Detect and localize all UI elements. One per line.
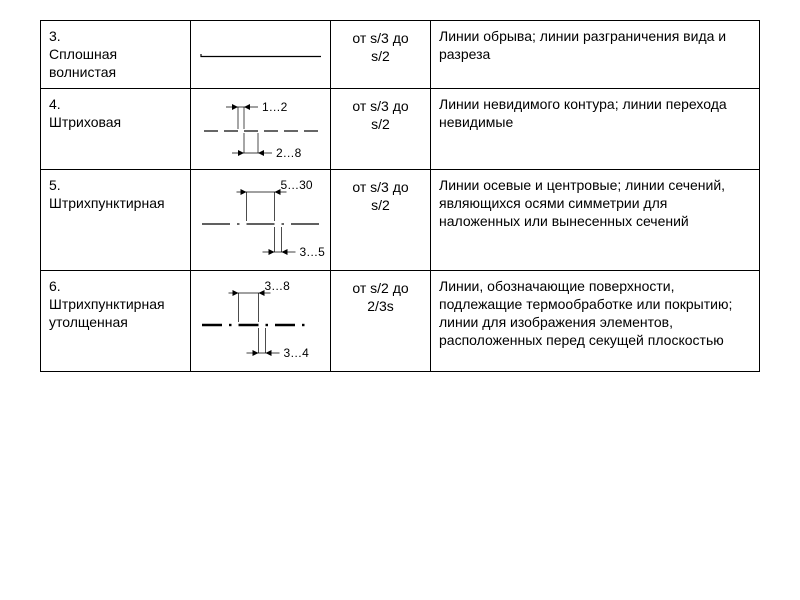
description-cell: Линии невидимого контура; линии перехода… (431, 88, 760, 169)
table-row: 3.Сплошная волнистая от s/3 доs/2Линии о… (41, 21, 760, 89)
diagram-cell: 1…2 2…8 (191, 88, 331, 169)
description-cell: Линии осевые и центровые; линии сечений,… (431, 169, 760, 270)
svg-text:1…2: 1…2 (262, 100, 288, 114)
svg-text:3…5: 3…5 (299, 245, 325, 259)
table-row: 5.Штрихпунктирная 5…30 3…5 от s/3 доs/2Л… (41, 169, 760, 270)
line-name-cell: 6.Штрихпунктирная утолщенная (41, 270, 191, 371)
svg-text:3…8: 3…8 (264, 279, 290, 293)
line-name: Штрихпунктирная утолщенная (49, 295, 182, 331)
line-name-cell: 3.Сплошная волнистая (41, 21, 191, 89)
thickness-bottom: 2/3s (339, 297, 422, 315)
diagram-cell: 3…8 3…4 (191, 270, 331, 371)
thickness-bottom: s/2 (339, 115, 422, 133)
diagram-cell: 5…30 3…5 (191, 169, 331, 270)
svg-text:3…4: 3…4 (283, 346, 309, 360)
svg-text:2…8: 2…8 (276, 146, 302, 160)
line-name: Сплошная волнистая (49, 45, 182, 81)
dashed-line-diagram: 1…2 2…8 (196, 93, 326, 165)
line-number: 3. (49, 27, 182, 45)
line-number: 4. (49, 95, 182, 113)
thickness-bottom: s/2 (339, 47, 422, 65)
line-number: 6. (49, 277, 182, 295)
thickness-top: от s/3 до (339, 29, 422, 47)
svg-text:5…30: 5…30 (280, 178, 312, 192)
thickness-cell: от s/2 до2/3s (331, 270, 431, 371)
thickness-bottom: s/2 (339, 196, 422, 214)
thickness-top: от s/3 до (339, 97, 422, 115)
thickness-cell: от s/3 доs/2 (331, 21, 431, 89)
description-cell: Линии обрыва; линии разграничения вида и… (431, 21, 760, 89)
line-name: Штриховая (49, 113, 182, 131)
table-row: 6.Штрихпунктирная утолщенная 3…8 3…4 от … (41, 270, 760, 371)
description-cell: Линии, обозначающие поверхности, подлежа… (431, 270, 760, 371)
line-name-cell: 4. Штриховая (41, 88, 191, 169)
diagram-cell (191, 21, 331, 89)
thickness-cell: от s/3 доs/2 (331, 88, 431, 169)
wavy-line-diagram (196, 29, 326, 79)
thickness-top: от s/2 до (339, 279, 422, 297)
line-name-cell: 5.Штрихпунктирная (41, 169, 191, 270)
dashdot-diagram: 5…30 3…5 (196, 174, 326, 266)
table-row: 4. Штриховая 1…2 2…8 от s/3 доs/2Линии н… (41, 88, 760, 169)
page: 3.Сплошная волнистая от s/3 доs/2Линии о… (0, 0, 800, 600)
thickness-top: от s/3 до (339, 178, 422, 196)
thickness-cell: от s/3 доs/2 (331, 169, 431, 270)
line-name: Штрихпунктирная (49, 194, 182, 212)
line-types-table: 3.Сплошная волнистая от s/3 доs/2Линии о… (40, 20, 760, 372)
line-number: 5. (49, 176, 182, 194)
dashdot-thick-diagram: 3…8 3…4 (196, 275, 326, 367)
